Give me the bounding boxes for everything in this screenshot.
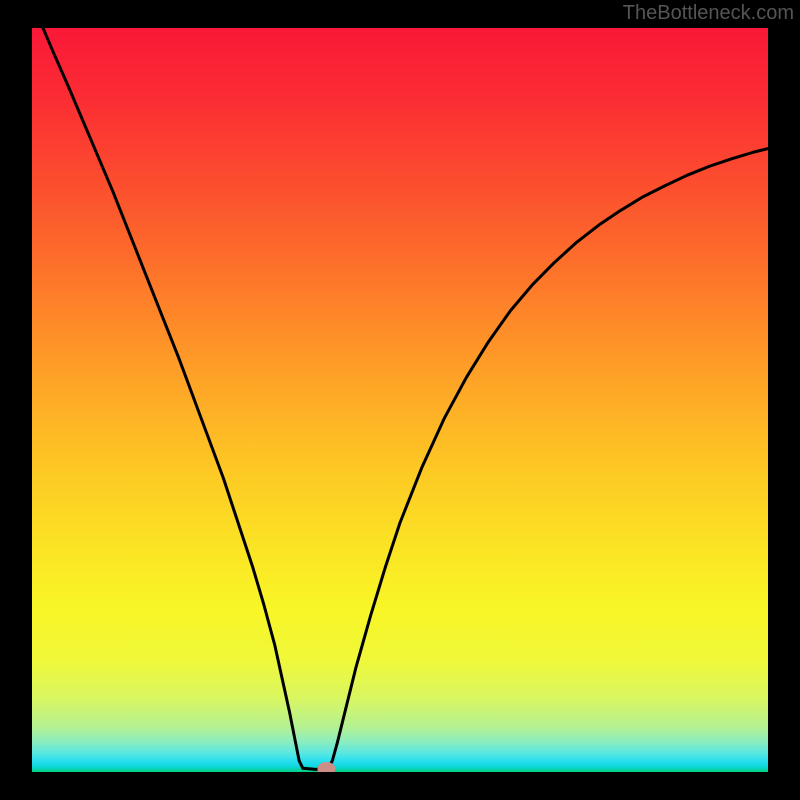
plot-area (32, 28, 768, 772)
gradient-background (32, 28, 768, 772)
plot-svg (32, 28, 768, 772)
watermark-text: TheBottleneck.com (623, 2, 794, 25)
chart-container: TheBottleneck.com (0, 0, 800, 800)
